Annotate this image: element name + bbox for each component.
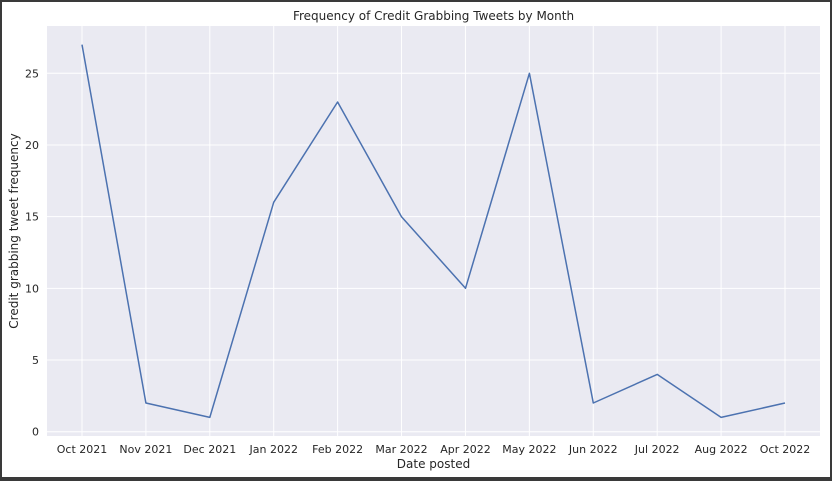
y-tick-label: 15	[25, 211, 39, 224]
x-tick-label: Aug 2022	[695, 443, 748, 456]
x-tick-label: Feb 2022	[312, 443, 363, 456]
x-tick-label: Oct 2022	[760, 443, 811, 456]
chart-title: Frequency of Credit Grabbing Tweets by M…	[293, 9, 574, 23]
x-tick-label: Dec 2021	[183, 443, 236, 456]
y-tick-label: 10	[25, 282, 39, 295]
x-tick-label: Nov 2021	[119, 443, 172, 456]
y-tick-label: 25	[25, 67, 39, 80]
x-tick-label: May 2022	[502, 443, 556, 456]
x-tick-label: Jul 2022	[634, 443, 680, 456]
series-layer	[81, 44, 786, 419]
x-tick-label: Mar 2022	[375, 443, 427, 456]
x-tick-label: Jun 2022	[568, 443, 618, 456]
plot-area	[47, 26, 820, 436]
y-tick-label: 0	[32, 426, 39, 439]
y-axis-title: Credit grabbing tweet frequency	[7, 133, 21, 328]
grid-lines	[47, 26, 820, 436]
x-tick-label: Apr 2022	[440, 443, 491, 456]
x-axis-ticks: Oct 2021 Nov 2021 Dec 2021 Jan 2022 Feb 2022…	[57, 443, 811, 456]
y-axis-ticks: 0 5 10 15 20 25	[25, 67, 39, 438]
y-tick-label: 5	[32, 354, 39, 367]
x-tick-label: Oct 2021	[57, 443, 108, 456]
series-line	[81, 44, 786, 419]
x-axis-title: Date posted	[397, 457, 470, 471]
y-tick-label: 20	[25, 139, 39, 152]
x-tick-label: Jan 2022	[249, 443, 298, 456]
